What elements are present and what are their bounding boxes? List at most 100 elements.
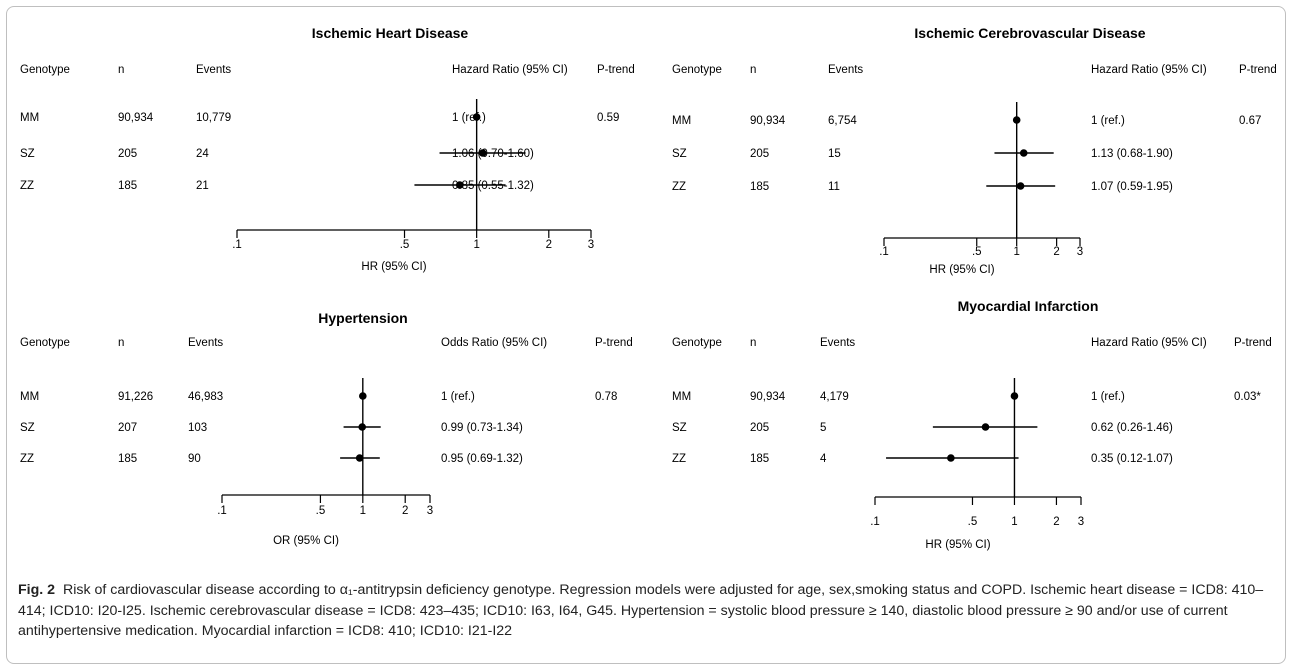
ihd-x-tick-label: .1 bbox=[232, 239, 242, 251]
mi-x-tick-label: 3 bbox=[1078, 516, 1084, 528]
mi-row-genotype: MM bbox=[672, 391, 691, 403]
htn-row-events: 46,983 bbox=[188, 391, 223, 403]
htn-x-tick-label: 2 bbox=[402, 505, 408, 517]
ihd-estimate-point bbox=[478, 149, 487, 157]
figure-frame bbox=[6, 6, 1286, 664]
htn-header-genotype: Genotype bbox=[20, 337, 70, 349]
htn-row-n: 91,226 bbox=[118, 391, 153, 403]
figure-caption: Fig. 2 Risk of cardiovascular disease ac… bbox=[18, 580, 1276, 642]
ihd-row-genotype: MM bbox=[20, 112, 39, 124]
icvd-estimate-point bbox=[1016, 182, 1025, 190]
icvd-x-tick-label: .1 bbox=[879, 246, 889, 258]
mi-x-tick-label: 2 bbox=[1053, 516, 1059, 528]
icvd-row-ratio: 1.13 (0.68-1.90) bbox=[1091, 148, 1173, 160]
ihd-x-tick-label: 3 bbox=[588, 239, 594, 251]
mi-header-ptrend: P-trend bbox=[1234, 337, 1272, 349]
icvd-x-tick-label: 2 bbox=[1053, 246, 1059, 258]
icvd-x-tick-label: 1 bbox=[1013, 246, 1019, 258]
ihd-estimate-point bbox=[472, 113, 481, 121]
icvd-header-genotype: Genotype bbox=[672, 64, 722, 76]
icvd-row-n: 205 bbox=[750, 148, 769, 160]
mi-row-ratio: 1 (ref.) bbox=[1091, 391, 1125, 403]
ihd-header-ptrend: P-trend bbox=[597, 64, 635, 76]
icvd-row-genotype: ZZ bbox=[672, 181, 686, 193]
mi-header-n: n bbox=[750, 337, 756, 349]
icvd-p-trend-value: 0.67 bbox=[1239, 115, 1261, 127]
htn-estimate-point bbox=[359, 392, 367, 400]
mi-estimate-point bbox=[1010, 392, 1019, 400]
htn-header-ptrend: P-trend bbox=[595, 337, 633, 349]
ihd-row-events: 21 bbox=[196, 180, 209, 192]
ihd-x-axis-label: HR (95% CI) bbox=[361, 261, 426, 273]
ihd-header-genotype: Genotype bbox=[20, 64, 70, 76]
ihd-row-ratio: 1 (ref.) bbox=[452, 112, 486, 124]
icvd-x-axis-label: HR (95% CI) bbox=[929, 264, 994, 276]
icvd-row-ratio: 1 (ref.) bbox=[1091, 115, 1125, 127]
icvd-title: Ischemic Cerebrovascular Disease bbox=[914, 25, 1145, 41]
htn-estimate-point bbox=[355, 454, 364, 462]
ihd-header-events: Events bbox=[196, 64, 231, 76]
mi-estimate-point bbox=[981, 423, 990, 431]
caption-text: Risk of cardiovascular disease according… bbox=[18, 582, 1264, 639]
icvd-header-ptrend: P-trend bbox=[1239, 64, 1277, 76]
ihd-row-ratio: 0.85 (0.55-1.32) bbox=[452, 180, 534, 192]
icvd-row-genotype: MM bbox=[672, 115, 691, 127]
ihd-title: Ischemic Heart Disease bbox=[312, 25, 469, 41]
ihd-p-trend-value: 0.59 bbox=[597, 112, 619, 124]
caption-label: Fig. 2 bbox=[18, 582, 56, 598]
icvd-row-genotype: SZ bbox=[672, 148, 687, 160]
htn-x-tick-label: 1 bbox=[360, 505, 366, 517]
ihd-x-tick-label: 2 bbox=[546, 239, 552, 251]
mi-header-genotype: Genotype bbox=[672, 337, 722, 349]
htn-p-trend-value: 0.78 bbox=[595, 391, 617, 403]
mi-row-ratio: 0.35 (0.12-1.07) bbox=[1091, 453, 1173, 465]
htn-row-ratio: 0.95 (0.69-1.32) bbox=[441, 453, 523, 465]
mi-p-trend-value: 0.03* bbox=[1234, 391, 1261, 403]
htn-x-tick-label: 3 bbox=[427, 505, 433, 517]
icvd-row-ratio: 1.07 (0.59-1.95) bbox=[1091, 181, 1173, 193]
htn-row-n: 185 bbox=[118, 453, 137, 465]
mi-row-ratio: 0.62 (0.26-1.46) bbox=[1091, 422, 1173, 434]
ihd-row-events: 24 bbox=[196, 148, 209, 160]
mi-row-n: 185 bbox=[750, 453, 769, 465]
ihd-row-n: 185 bbox=[118, 180, 137, 192]
ihd-row-genotype: ZZ bbox=[20, 180, 34, 192]
mi-row-n: 205 bbox=[750, 422, 769, 434]
mi-header-events: Events bbox=[820, 337, 855, 349]
htn-title: Hypertension bbox=[318, 310, 407, 326]
icvd-x-tick-label: 3 bbox=[1077, 246, 1083, 258]
htn-row-ratio: 0.99 (0.73-1.34) bbox=[441, 422, 523, 434]
ihd-row-genotype: SZ bbox=[20, 148, 35, 160]
htn-header-events: Events bbox=[188, 337, 223, 349]
htn-header-ratio: Odds Ratio (95% CI) bbox=[441, 337, 547, 349]
ihd-estimate-point bbox=[455, 181, 464, 189]
icvd-x-tick-label: .5 bbox=[972, 246, 982, 258]
htn-x-tick-label: .1 bbox=[217, 505, 227, 517]
htn-row-events: 103 bbox=[188, 422, 207, 434]
ihd-header-ratio: Hazard Ratio (95% CI) bbox=[452, 64, 568, 76]
icvd-estimate-point bbox=[1012, 116, 1021, 124]
icvd-header-n: n bbox=[750, 64, 756, 76]
icvd-row-n: 185 bbox=[750, 181, 769, 193]
htn-row-genotype: MM bbox=[20, 391, 39, 403]
htn-row-genotype: SZ bbox=[20, 422, 35, 434]
htn-header-n: n bbox=[118, 337, 124, 349]
mi-row-events: 5 bbox=[820, 422, 826, 434]
mi-estimate-point bbox=[947, 454, 955, 462]
ihd-row-n: 205 bbox=[118, 148, 137, 160]
icvd-row-events: 11 bbox=[828, 181, 840, 193]
mi-row-genotype: ZZ bbox=[672, 453, 686, 465]
ihd-row-n: 90,934 bbox=[118, 112, 154, 124]
mi-row-genotype: SZ bbox=[672, 422, 687, 434]
ihd-x-tick-label: 1 bbox=[473, 239, 479, 251]
icvd-header-events: Events bbox=[828, 64, 863, 76]
mi-row-events: 4,179 bbox=[820, 391, 849, 403]
mi-x-axis-label: HR (95% CI) bbox=[925, 539, 990, 551]
icvd-row-n: 90,934 bbox=[750, 115, 786, 127]
forest-plot-figure: Ischemic Heart Disease Genotype n Events Haz… bbox=[20, 25, 1277, 551]
mi-row-events: 4 bbox=[820, 453, 827, 465]
htn-row-ratio: 1 (ref.) bbox=[441, 391, 475, 403]
htn-row-n: 207 bbox=[118, 422, 137, 434]
mi-header-ratio: Hazard Ratio (95% CI) bbox=[1091, 337, 1207, 349]
mi-row-n: 90,934 bbox=[750, 391, 786, 403]
